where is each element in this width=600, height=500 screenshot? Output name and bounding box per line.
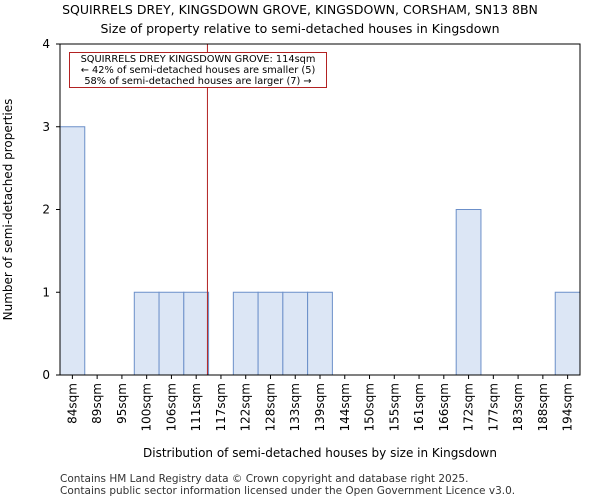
x-tick-label: 89sqm (90, 383, 104, 424)
x-tick-label: 194sqm (561, 383, 575, 431)
y-tick-label: 0 (42, 368, 50, 382)
x-tick-label: 106sqm (164, 383, 178, 431)
x-tick-label: 111sqm (189, 383, 203, 431)
x-tick-label: 177sqm (486, 383, 500, 431)
chart-subtitle: Size of property relative to semi-detach… (100, 21, 500, 36)
x-axis-label: Distribution of semi-detached houses by … (143, 446, 497, 460)
plot-frame (59, 43, 581, 376)
x-tick-label: 133sqm (288, 383, 302, 431)
annotation-line-3: 58% of semi-detached houses are larger (… (84, 76, 312, 87)
footer-line-1: Contains HM Land Registry data © Crown c… (60, 473, 469, 485)
bar-194sqm (554, 291, 581, 376)
y-tick-label: 1 (42, 285, 50, 299)
x-tick-label: 183sqm (511, 383, 525, 431)
footer-line-2: Contains public sector information licen… (60, 485, 516, 497)
x-tick-label: 155sqm (387, 383, 401, 431)
x-tick-label: 84sqm (65, 383, 79, 424)
x-tick-label: 150sqm (363, 383, 377, 431)
bar-133sqm (282, 291, 309, 376)
bar-172sqm (455, 209, 482, 376)
annotation-line-1: SQUIRRELS DREY KINGSDOWN GROVE: 114sqm (80, 54, 316, 65)
bar-139sqm (307, 291, 333, 376)
x-tick-label: 166sqm (437, 383, 451, 431)
y-tick-label: 3 (42, 120, 50, 134)
y-tick-label: 2 (42, 203, 50, 217)
x-tick-label: 188sqm (536, 383, 550, 431)
bar-100sqm (133, 291, 160, 376)
bar-128sqm (257, 291, 284, 376)
x-tick-label: 172sqm (462, 383, 476, 431)
x-tick-label: 100sqm (140, 383, 154, 431)
chart-title: SQUIRRELS DREY, KINGSDOWN GROVE, KINGSDO… (62, 2, 538, 17)
x-tick-label: 161sqm (412, 383, 426, 431)
annotation-box: SQUIRRELS DREY KINGSDOWN GROVE: 114sqm ←… (69, 52, 327, 88)
x-tick-label: 139sqm (313, 383, 327, 431)
y-axis-label: Number of semi-detached properties (1, 99, 15, 321)
x-axis-ticks: 84sqm 89sqm 95sqm 100sqm 106sqm 111sqm 117sqm 1… (65, 375, 575, 431)
bar-111sqm (183, 291, 210, 376)
annotation-line-2: ← 42% of semi-detached houses are smalle… (80, 65, 316, 76)
y-axis-ticks: 0 1 2 3 4 (42, 37, 60, 382)
bar-84sqm (59, 126, 86, 376)
bar-122sqm (232, 291, 259, 376)
x-tick-label: 144sqm (338, 383, 352, 431)
x-tick-label: 117sqm (214, 383, 228, 431)
bars-group (59, 126, 581, 376)
x-tick-label: 95sqm (115, 383, 129, 424)
x-tick-label: 122sqm (239, 383, 253, 431)
x-tick-label: 128sqm (263, 383, 277, 431)
y-tick-label: 4 (42, 37, 50, 51)
bar-106sqm (158, 291, 185, 376)
